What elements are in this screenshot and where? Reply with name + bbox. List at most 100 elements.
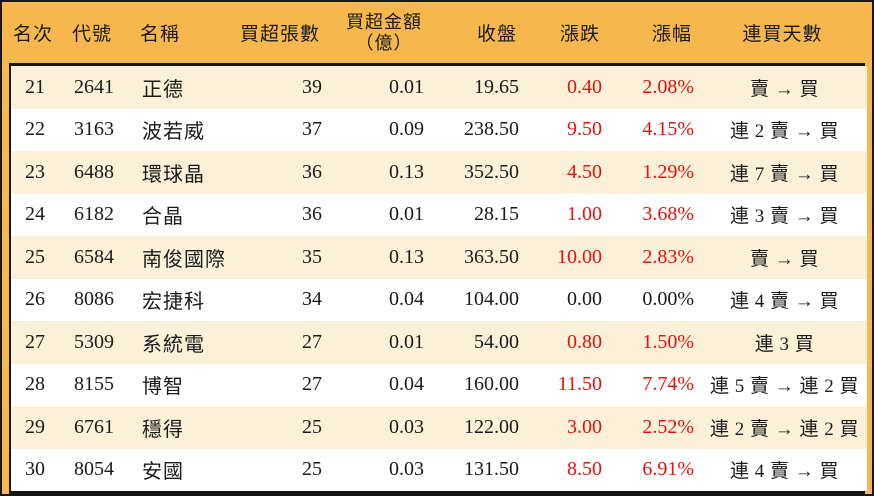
streak-cell: 連 5 賣 → 連 2 買 [709, 376, 859, 398]
close-cell: 28.15 [474, 203, 519, 226]
name-cell: 博智 [142, 376, 184, 399]
header-close: 收盤 [476, 24, 517, 45]
change-pct-cell: 1.50% [642, 330, 694, 353]
change-cell: 0.40 [567, 75, 602, 98]
change-pct-cell: 0.00% [642, 288, 694, 311]
code-cell: 6488 [74, 160, 114, 183]
streak-cell: 連 4 賣 → 買 [729, 461, 839, 483]
table-row: 30 8054 安國 25 0.03 131.50 8.50 6.91% 連 4… [11, 448, 867, 491]
code-cell: 8086 [74, 288, 114, 311]
header-name: 名稱 [140, 24, 181, 45]
close-cell: 363.50 [464, 245, 519, 268]
change-cell: 0.80 [567, 330, 602, 353]
name-cell: 波若威 [142, 121, 205, 144]
header-net-buy-amount-line1: 買超金額 [346, 11, 422, 32]
amount-cell: 0.13 [389, 245, 424, 268]
close-cell: 352.50 [464, 160, 519, 183]
volume-cell: 39 [302, 75, 322, 98]
name-cell: 系統電 [142, 333, 205, 356]
close-cell: 104.00 [464, 288, 519, 311]
rank-cell: 25 [25, 245, 45, 268]
header-change-pct: 漲幅 [651, 24, 692, 45]
header-buy-streak: 連買天數 [742, 24, 823, 45]
amount-cell: 0.04 [389, 288, 424, 311]
name-cell: 正德 [142, 78, 184, 101]
close-cell: 238.50 [464, 118, 519, 141]
code-cell: 6584 [74, 245, 114, 268]
header-change: 漲跌 [559, 24, 600, 45]
volume-cell: 36 [302, 160, 322, 183]
code-cell: 8155 [74, 373, 114, 396]
code-cell: 6761 [74, 415, 114, 438]
table-row: 29 6761 穩得 25 0.03 122.00 3.00 2.52% 連 2… [11, 406, 867, 449]
change-cell: 3.00 [567, 415, 602, 438]
table-row: 23 6488 環球晶 36 0.13 352.50 4.50 1.29% 連 … [11, 151, 867, 194]
change-pct-cell: 2.52% [642, 415, 694, 438]
code-cell: 8054 [74, 458, 114, 481]
amount-cell: 0.09 [389, 118, 424, 141]
table-row: 21 2641 正德 39 0.01 19.65 0.40 2.08% 賣 → … [11, 66, 867, 109]
name-cell: 環球晶 [142, 163, 205, 186]
streak-cell: 連 4 賣 → 買 [729, 291, 839, 313]
rank-cell: 24 [25, 203, 45, 226]
code-cell: 5309 [74, 330, 114, 353]
rank-cell: 27 [25, 330, 45, 353]
table-row: 25 6584 南俊國際 35 0.13 363.50 10.00 2.83% … [11, 236, 867, 279]
streak-cell: 連 3 賣 → 買 [729, 206, 839, 228]
volume-cell: 25 [302, 415, 322, 438]
change-pct-cell: 3.68% [642, 203, 694, 226]
change-cell: 1.00 [567, 203, 602, 226]
volume-cell: 37 [302, 118, 322, 141]
rank-cell: 23 [25, 160, 45, 183]
close-cell: 131.50 [464, 458, 519, 481]
table-row: 24 6182 合晶 36 0.01 28.15 1.00 3.68% 連 3 … [11, 193, 867, 236]
name-cell: 宏捷科 [142, 291, 205, 314]
streak-cell: 賣 → 買 [749, 248, 819, 270]
rank-cell: 30 [25, 458, 45, 481]
header-net-buy-amount-line2: （億） [355, 32, 413, 53]
rank-cell: 22 [25, 118, 45, 141]
volume-cell: 25 [302, 458, 322, 481]
volume-cell: 27 [302, 330, 322, 353]
table-body: 21 2641 正德 39 0.01 19.65 0.40 2.08% 賣 → … [9, 63, 867, 494]
name-cell: 安國 [142, 461, 184, 484]
volume-cell: 36 [302, 203, 322, 226]
change-pct-cell: 6.91% [642, 458, 694, 481]
amount-cell: 0.01 [389, 330, 424, 353]
streak-cell: 連 2 賣 → 買 [729, 121, 839, 143]
table-row: 22 3163 波若威 37 0.09 238.50 9.50 4.15% 連 … [11, 108, 867, 151]
table-header-row: 名次 代號 名稱 買超張數 買超金額 （億） 收盤 漲跌 漲幅 連買天數 [9, 2, 865, 63]
change-cell: 9.50 [567, 118, 602, 141]
code-cell: 2641 [74, 75, 114, 98]
amount-cell: 0.01 [389, 203, 424, 226]
close-cell: 54.00 [474, 330, 519, 353]
streak-cell: 連 7 賣 → 買 [729, 163, 839, 185]
amount-cell: 0.03 [389, 415, 424, 438]
name-cell: 南俊國際 [142, 248, 226, 271]
change-cell: 0.00 [567, 288, 602, 311]
change-pct-cell: 4.15% [642, 118, 694, 141]
rank-cell: 21 [25, 75, 45, 98]
change-cell: 4.50 [567, 160, 602, 183]
close-cell: 19.65 [474, 75, 519, 98]
change-cell: 8.50 [567, 458, 602, 481]
change-cell: 11.50 [557, 373, 602, 396]
close-cell: 122.00 [464, 415, 519, 438]
header-net-buy-amount: 買超金額 （億） [332, 12, 432, 53]
code-cell: 6182 [74, 203, 114, 226]
amount-cell: 0.03 [389, 458, 424, 481]
change-pct-cell: 1.29% [642, 160, 694, 183]
amount-cell: 0.04 [389, 373, 424, 396]
name-cell: 合晶 [142, 206, 184, 229]
streak-cell: 賣 → 買 [749, 78, 819, 100]
streak-cell: 連 3 買 [754, 333, 815, 355]
header-code: 代號 [71, 24, 112, 45]
header-rank: 名次 [12, 24, 53, 45]
code-cell: 3163 [74, 118, 114, 141]
volume-cell: 35 [302, 245, 322, 268]
amount-cell: 0.01 [389, 75, 424, 98]
volume-cell: 27 [302, 373, 322, 396]
name-cell: 穩得 [142, 418, 184, 441]
change-cell: 10.00 [557, 245, 602, 268]
